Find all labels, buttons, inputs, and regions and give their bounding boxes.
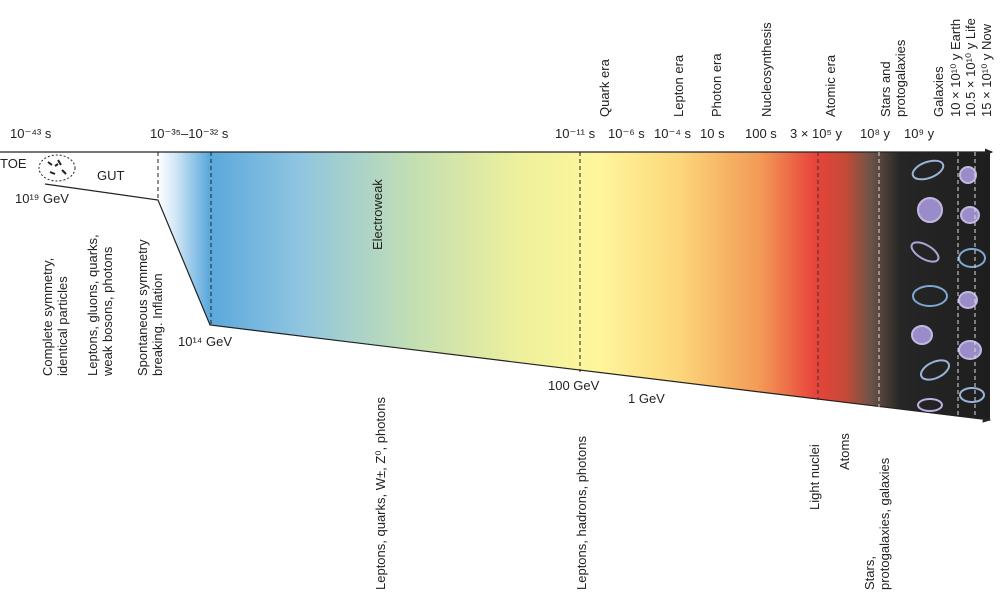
era-label: Atomic era xyxy=(823,54,838,117)
label-line: identical particles xyxy=(55,276,70,376)
label-line: weak bosons, photons xyxy=(100,246,115,377)
label-line: protogalaxies, galaxies xyxy=(877,457,892,590)
state-label: Spontaneous symmetrybreaking. Inflation xyxy=(135,239,165,376)
energy-line xyxy=(44,183,992,423)
state-label: Leptons, hadrons, photons xyxy=(574,436,589,590)
era-label: Nucleosynthesis xyxy=(759,22,774,117)
state-label: Complete symmetry,identical particles xyxy=(40,258,70,376)
time-label: 10⁻⁴³ s xyxy=(10,126,52,141)
toe-blob xyxy=(38,154,76,182)
label-line: Light nuclei xyxy=(807,444,822,510)
time-label: 10⁸ y xyxy=(860,126,891,141)
label-line: Photon era xyxy=(709,53,724,117)
label-line: Leptons, gluons, quarks, xyxy=(85,234,100,376)
phase-label: TOE xyxy=(0,156,27,171)
state-label: Leptons, gluons, quarks,weak bosons, pho… xyxy=(85,234,115,377)
era-label: Lepton era xyxy=(671,54,686,117)
era-label: 10.5 × 10¹⁰ y Life xyxy=(963,18,978,117)
label-line: Galaxies xyxy=(931,66,946,117)
label-line: 15 × 10¹⁰ y Now xyxy=(979,23,994,117)
energy-label: 10¹⁴ GeV xyxy=(178,334,232,349)
era-label: Stars andprotogalaxies xyxy=(878,39,908,117)
era-labels: Quark era Lepton era Photon era Nucleosy… xyxy=(597,18,994,117)
state-label: Light nuclei xyxy=(807,444,822,510)
label-line: 10.5 × 10¹⁰ y Life xyxy=(963,18,978,117)
label-line: Atomic era xyxy=(823,54,838,117)
label-line: Lepton era xyxy=(671,54,686,117)
era-label: Quark era xyxy=(597,58,612,117)
galaxies xyxy=(910,159,986,412)
label-line: Stars, xyxy=(862,556,877,590)
label-line: Leptons, quarks, W±, Z⁰, photons xyxy=(373,397,388,590)
state-label: Leptons, quarks, W±, Z⁰, photons xyxy=(373,397,388,590)
era-label: Photon era xyxy=(709,53,724,117)
time-label: 100 s xyxy=(745,126,777,141)
label-line: breaking. Inflation xyxy=(150,273,165,376)
time-labels: 10⁻⁴³ s 10⁻³⁵–10⁻³² s 10⁻¹¹ s 10⁻⁶ s 10⁻… xyxy=(10,126,935,141)
state-labels: Complete symmetry,identical particles Le… xyxy=(40,234,892,590)
label-line: Quark era xyxy=(597,58,612,117)
state-label: Atoms xyxy=(837,433,852,470)
label-line: 10 × 10¹⁰ y Earth xyxy=(948,19,963,117)
time-label: 3 × 10⁵ y xyxy=(790,126,843,141)
label-line: Stars and xyxy=(878,61,893,117)
time-label: 10 s xyxy=(700,126,725,141)
time-label: 10⁻³⁵–10⁻³² s xyxy=(150,126,229,141)
phase-label: Electroweak xyxy=(370,179,385,250)
spectrum-band xyxy=(158,152,990,420)
phase-label: GUT xyxy=(97,168,125,183)
label-line: Spontaneous symmetry xyxy=(135,239,150,376)
era-label: 10 × 10¹⁰ y Earth xyxy=(948,19,963,117)
energy-label: 1 GeV xyxy=(628,391,665,406)
energy-label: 100 GeV xyxy=(548,378,600,393)
era-label: Galaxies xyxy=(931,66,946,117)
label-line: Atoms xyxy=(837,433,852,470)
label-line: Nucleosynthesis xyxy=(759,22,774,117)
label-line: Leptons, hadrons, photons xyxy=(574,436,589,590)
energy-label: 10¹⁹ GeV xyxy=(15,191,69,206)
time-label: 10⁻¹¹ s xyxy=(555,126,596,141)
time-label: 10⁹ y xyxy=(904,126,935,141)
state-label: Stars,protogalaxies, galaxies xyxy=(862,457,892,590)
label-line: protogalaxies xyxy=(893,39,908,117)
label-line: Complete symmetry, xyxy=(40,258,55,376)
dividers xyxy=(157,152,976,418)
era-label: 15 × 10¹⁰ y Now xyxy=(979,23,994,117)
time-label: 10⁻⁶ s xyxy=(608,126,645,141)
time-label: 10⁻⁴ s xyxy=(654,126,692,141)
